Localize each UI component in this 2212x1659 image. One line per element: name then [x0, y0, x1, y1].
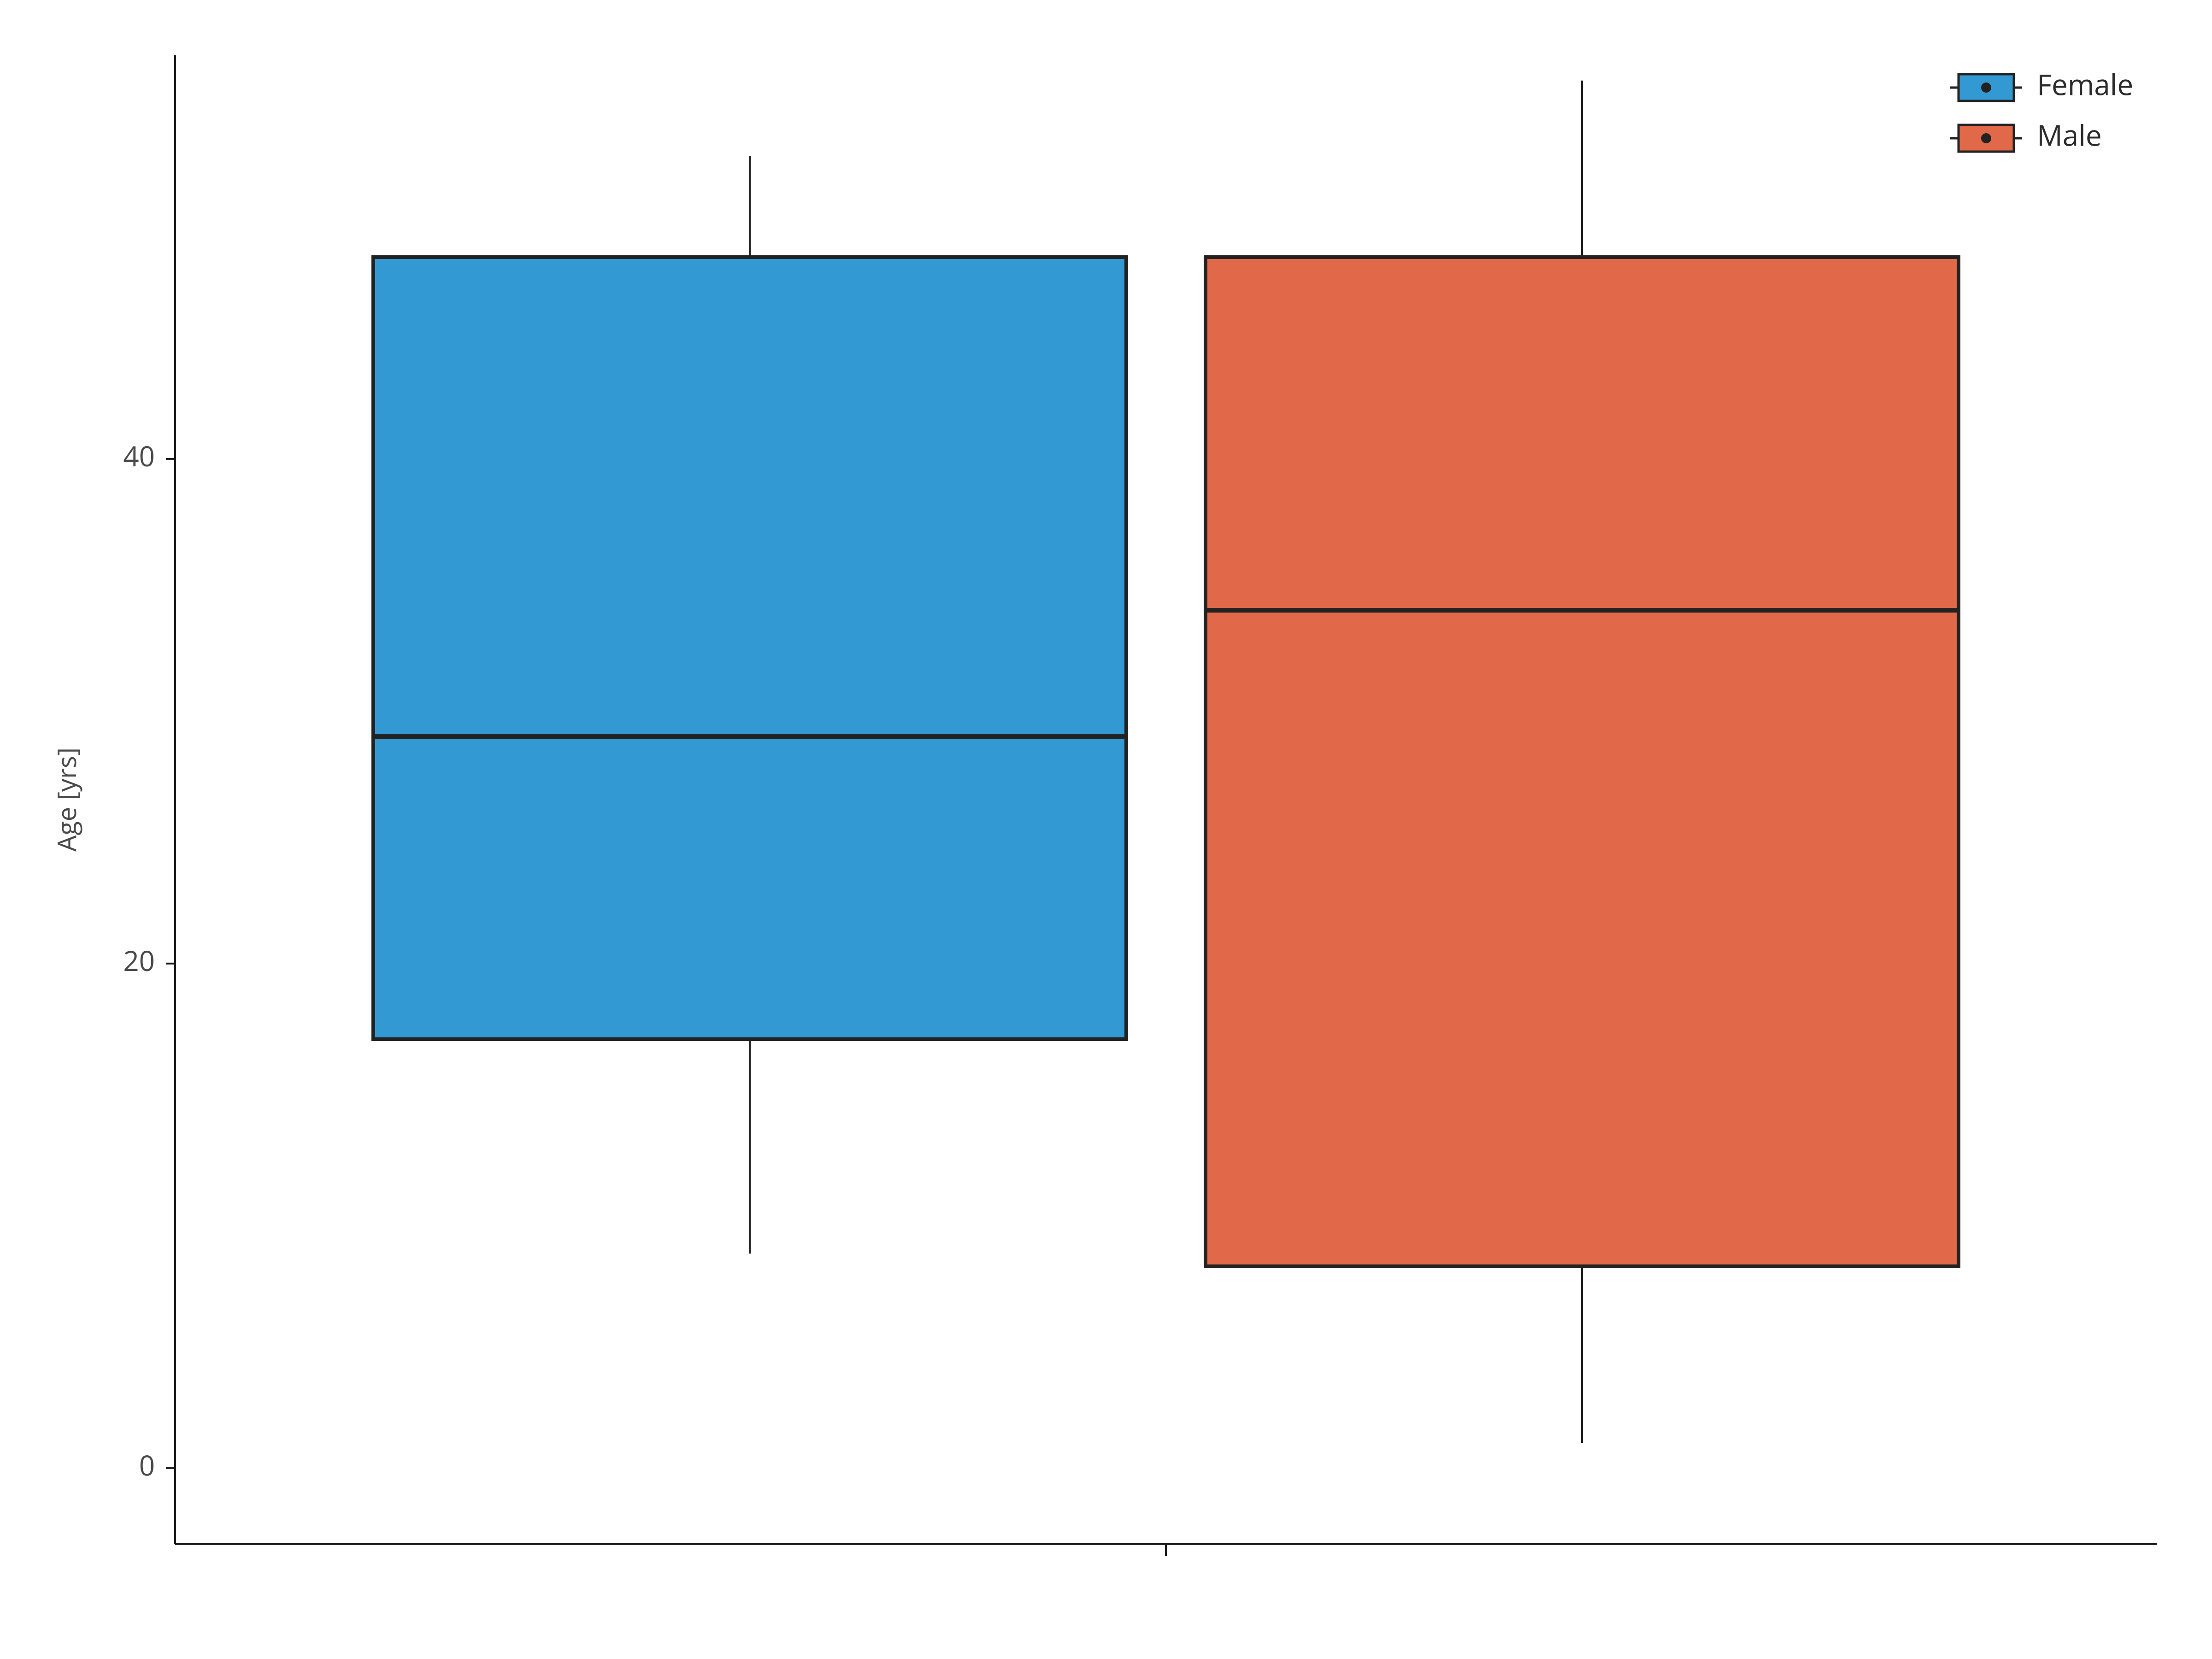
- y-tick-label: 40: [123, 437, 155, 475]
- box-rect: [1206, 257, 1959, 1266]
- legend-swatch-dot: [1981, 133, 1991, 143]
- box-male: [1206, 81, 1959, 1443]
- y-tick-label: 0: [139, 1446, 155, 1484]
- y-axis-label: Age [yrs]: [49, 747, 84, 852]
- box-rect: [373, 257, 1126, 1039]
- legend-swatch-dot: [1981, 82, 1991, 93]
- legend-label: Female: [2037, 65, 2133, 104]
- y-tick-label: 20: [123, 941, 155, 979]
- legend-label: Male: [2037, 116, 2102, 155]
- boxplot-chart: 0 20 40 Age [yrs] Female Male: [0, 0, 2212, 1659]
